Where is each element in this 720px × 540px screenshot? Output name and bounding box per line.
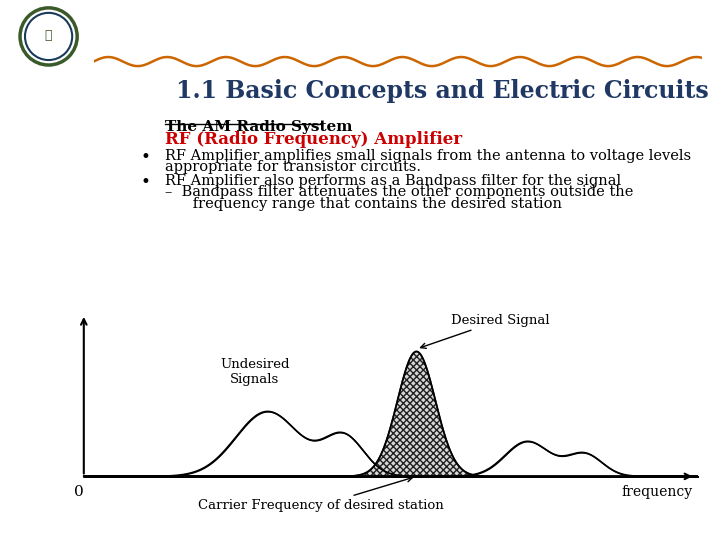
Text: –  Bandpass filter attenuates the other components outside the: – Bandpass filter attenuates the other c…: [166, 185, 634, 199]
Text: •: •: [140, 149, 150, 166]
Text: RF Amplifier amplifies small signals from the antenna to voltage levels: RF Amplifier amplifies small signals fro…: [166, 149, 691, 163]
Text: Desired Signal: Desired Signal: [420, 314, 550, 348]
Text: •: •: [140, 174, 150, 191]
Text: RF (Radio Frequency) Amplifier: RF (Radio Frequency) Amplifier: [166, 131, 462, 148]
Text: appropriate for transistor circuits.: appropriate for transistor circuits.: [166, 160, 421, 174]
Text: The AM Radio System: The AM Radio System: [166, 120, 353, 134]
Text: RF Amplifier also performs as a Bandpass filter for the signal: RF Amplifier also performs as a Bandpass…: [166, 174, 621, 188]
Text: frequency range that contains the desired station: frequency range that contains the desire…: [166, 197, 562, 211]
Text: 0: 0: [74, 485, 84, 499]
Text: frequency: frequency: [621, 485, 692, 499]
Text: 1.1 Basic Concepts and Electric Circuits: 1.1 Basic Concepts and Electric Circuits: [176, 79, 709, 103]
Text: Undesired
Signals: Undesired Signals: [220, 359, 289, 387]
Text: 山: 山: [45, 29, 53, 42]
Text: Carrier Frequency of desired station: Carrier Frequency of desired station: [198, 477, 444, 512]
